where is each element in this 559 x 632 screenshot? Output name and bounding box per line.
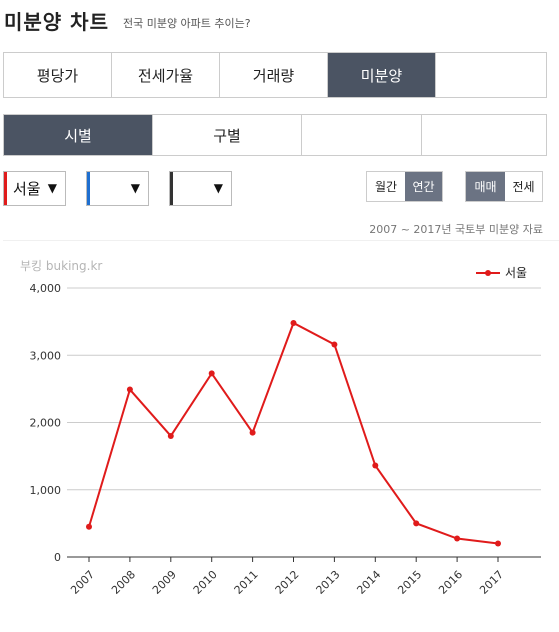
region-tabs: 시별 구별 [3,114,547,156]
period-toggle: 월간 연간 [366,171,443,202]
region-select-3[interactable]: ▼ [169,171,232,206]
tab-empty-1[interactable] [302,115,422,155]
x-tick-label: 2012 [273,568,302,597]
tab-jeonse-ratio[interactable]: 전세가율 [112,53,220,97]
data-point [372,462,379,469]
x-tick-label: 2015 [395,568,424,597]
tab-empty-2[interactable] [422,115,546,155]
series-color-bar [170,172,173,205]
x-tick-label: 2017 [477,568,506,597]
series-line [88,321,499,545]
tab-transactions[interactable]: 거래량 [220,53,328,97]
data-point [86,523,92,530]
chart-panel: 부킹 buking.kr 0 1,000 2,000 3,000 4,000 2007 20… [3,240,559,632]
yearly-button[interactable]: 연간 [405,172,442,201]
data-point [167,432,174,439]
x-tick-label: 2007 [68,568,97,597]
legend-label: 서울 [505,266,527,280]
data-point [290,319,297,326]
data-point [208,370,215,377]
watermark: 부킹 buking.kr [20,259,102,273]
legend-marker [485,270,491,276]
x-tick-label: 2013 [314,568,343,597]
trade-type-toggle: 매매 전세 [465,171,543,202]
series-color-bar [4,172,7,205]
x-tick-label: 2010 [191,568,220,597]
x-tick-label: 2014 [354,568,383,597]
data-point [454,535,461,542]
line-chart: 부킹 buking.kr 0 1,000 2,000 3,000 4,000 2007 20… [20,259,541,597]
data-point [413,520,420,527]
caret-down-icon: ▼ [130,181,140,195]
tab-district[interactable]: 구별 [153,115,302,155]
region-select-2[interactable]: ▼ [86,171,149,206]
series-color-bar [87,172,90,205]
tab-unsold[interactable]: 미분양 [328,53,436,97]
data-point [331,341,338,348]
data-point [126,386,133,393]
y-tick-label: 0 [54,551,61,564]
data-point [495,540,501,547]
category-tabs: 평당가 전세가율 거래량 미분양 [3,52,547,98]
caret-down-icon: ▼ [213,181,223,195]
y-tick-label: 3,000 [30,349,62,362]
tab-city[interactable]: 시별 [4,115,153,155]
x-tick-label: 2016 [436,568,465,597]
header: 미분양 차트 전국 미분양 아파트 추이는? [4,6,251,34]
monthly-button[interactable]: 월간 [367,172,405,201]
caret-down-icon: ▼ [47,181,57,195]
jeonse-button[interactable]: 전세 [505,172,542,201]
page-subtitle: 전국 미분양 아파트 추이는? [122,17,251,30]
region-select-value: 서울 [13,180,41,198]
tab-price[interactable]: 평당가 [4,53,112,97]
region-select-1[interactable]: 서울 ▼ [3,171,66,206]
x-tick-label: 2008 [109,568,138,597]
x-tick-label: 2009 [150,568,179,597]
y-tick-label: 2,000 [30,417,62,430]
data-point [249,429,256,436]
source-note: 2007 ~ 2017년 국토부 미분양 자료 [369,223,543,236]
page-title: 미분양 차트 [4,10,109,34]
sale-button[interactable]: 매매 [466,172,505,201]
y-tick-label: 1,000 [30,484,62,497]
y-tick-label: 4,000 [30,282,62,295]
tab-empty[interactable] [436,53,546,97]
x-tick-label: 2011 [232,568,261,597]
